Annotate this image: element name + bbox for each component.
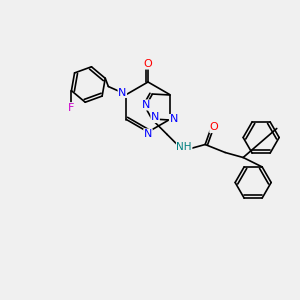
Text: O: O	[144, 59, 152, 69]
Text: N: N	[169, 115, 178, 124]
Text: N: N	[151, 112, 159, 122]
Text: NH: NH	[176, 142, 192, 152]
Text: O: O	[210, 122, 218, 133]
Text: F: F	[68, 103, 75, 113]
Text: N: N	[142, 100, 150, 110]
Text: N: N	[118, 88, 127, 98]
Text: N: N	[144, 129, 152, 139]
